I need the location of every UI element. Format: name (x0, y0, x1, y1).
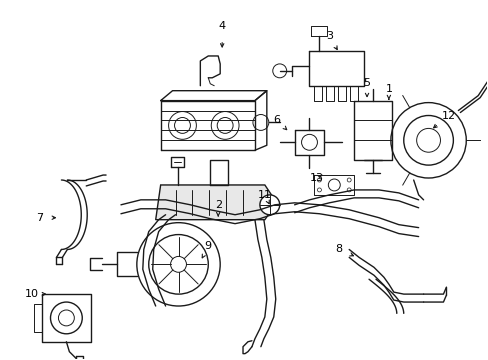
Circle shape (259, 195, 279, 215)
Text: 1: 1 (385, 84, 391, 94)
Text: 11: 11 (257, 190, 271, 200)
Circle shape (301, 134, 317, 150)
Circle shape (59, 310, 74, 326)
Circle shape (174, 117, 190, 133)
Circle shape (317, 178, 321, 182)
Circle shape (346, 188, 350, 192)
Text: 2: 2 (214, 200, 222, 210)
Text: 9: 9 (204, 242, 211, 252)
Circle shape (346, 178, 350, 182)
Circle shape (317, 188, 321, 192)
Polygon shape (155, 185, 274, 220)
Text: 3: 3 (325, 31, 332, 41)
Text: 4: 4 (218, 21, 225, 31)
Text: 8: 8 (335, 244, 342, 255)
Text: 5: 5 (363, 78, 370, 88)
Circle shape (137, 223, 220, 306)
Circle shape (327, 179, 340, 191)
Text: 12: 12 (441, 111, 454, 121)
Circle shape (217, 117, 233, 133)
Text: 7: 7 (36, 213, 43, 223)
Circle shape (252, 114, 268, 130)
Circle shape (272, 64, 286, 78)
Circle shape (403, 116, 452, 165)
Text: 13: 13 (309, 173, 323, 183)
Circle shape (416, 129, 440, 152)
Text: 10: 10 (24, 289, 39, 299)
Circle shape (390, 103, 466, 178)
Text: 6: 6 (273, 116, 280, 126)
Circle shape (50, 302, 82, 334)
Circle shape (148, 235, 208, 294)
Circle shape (170, 256, 186, 272)
Circle shape (211, 112, 239, 139)
Circle shape (168, 112, 196, 139)
